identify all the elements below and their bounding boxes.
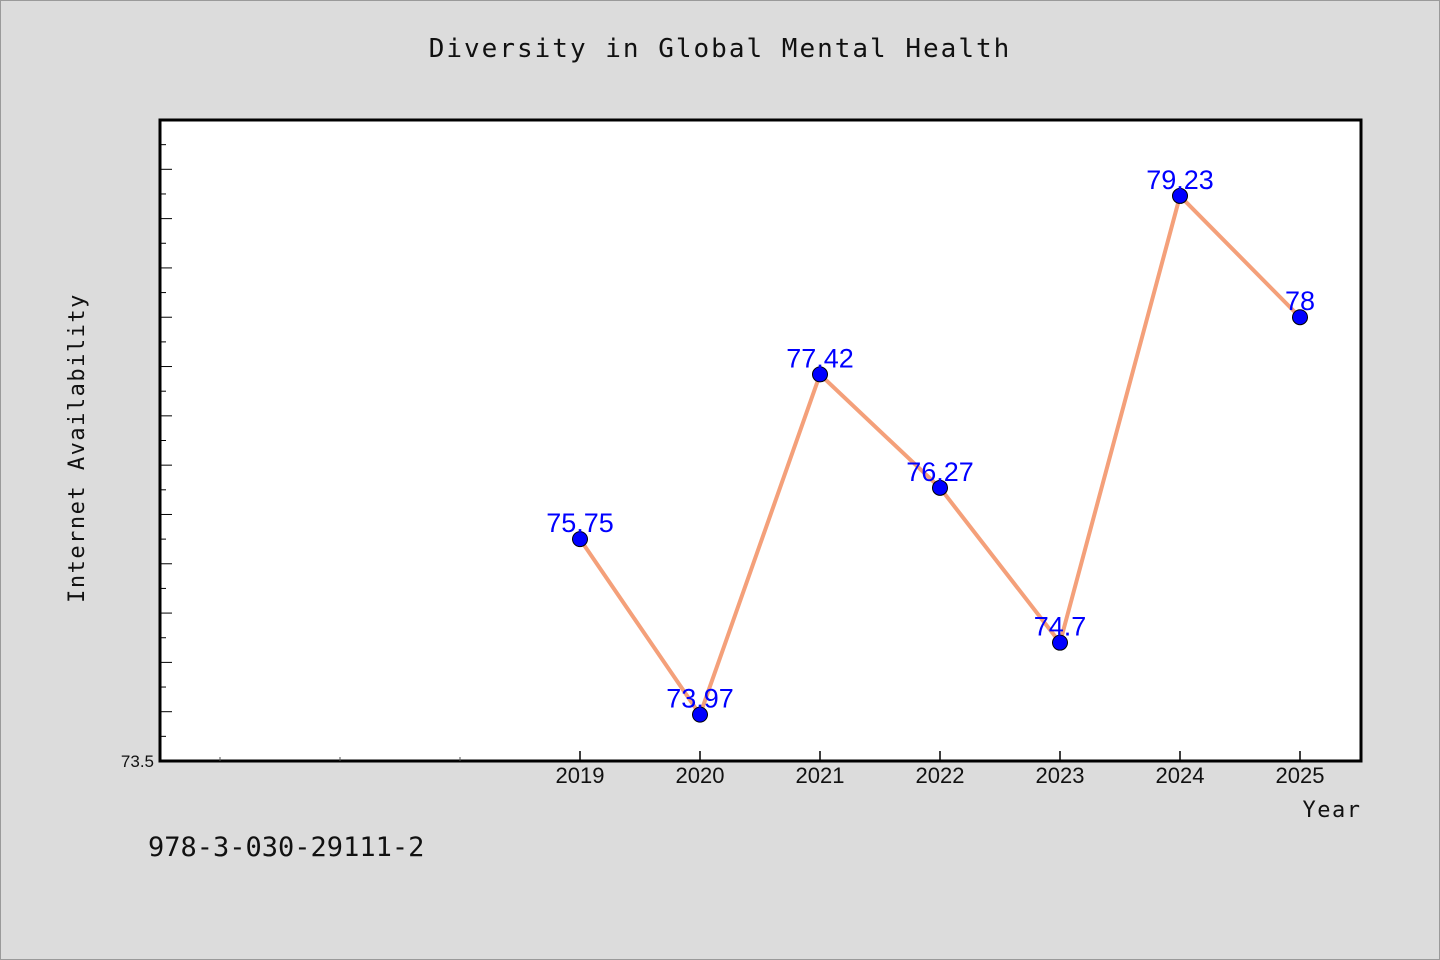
data-label: 79.23 [1146,165,1214,195]
plot-area [158,118,1363,763]
data-label: 74.7 [1034,612,1087,642]
data-label: 78 [1285,286,1315,316]
data-point [932,479,948,496]
y-tick-label: 73.5 [121,752,154,771]
x-tick-label: 2024 [1156,763,1205,788]
chart-title: Diversity in Global Mental Health [428,34,1012,64]
y-axis-label: Internet Availability [65,293,90,603]
data-point [1292,309,1308,326]
data-point [1052,634,1068,651]
x-axis-label: Year [1303,798,1362,823]
data-point [1172,187,1188,204]
data-label: 73.97 [666,684,734,714]
x-tick-label: 2022 [916,763,965,788]
data-point [692,706,708,723]
x-axis-ticks: 2019 2020 2021 2022 2023 2024 2025 [219,751,1325,788]
x-tick-label: 2019 [556,763,605,788]
data-point [572,531,588,548]
x-tick-label: 2020 [676,763,725,788]
data-labels: 75.75 73.97 77.42 76.27 74.7 79.23 78 [546,165,1315,714]
y-axis-ticks: 73.5 [121,119,172,771]
data-label: 77.42 [786,343,854,373]
isbn-label: 978-3-030-29111-2 [148,832,425,863]
x-tick-label: 2023 [1036,763,1085,788]
x-tick-label: 2021 [796,763,845,788]
data-label: 75.75 [546,508,614,538]
x-tick-label: 2025 [1276,763,1325,788]
data-label: 76.27 [906,457,974,487]
data-point [812,366,828,383]
data-markers [572,187,1308,723]
